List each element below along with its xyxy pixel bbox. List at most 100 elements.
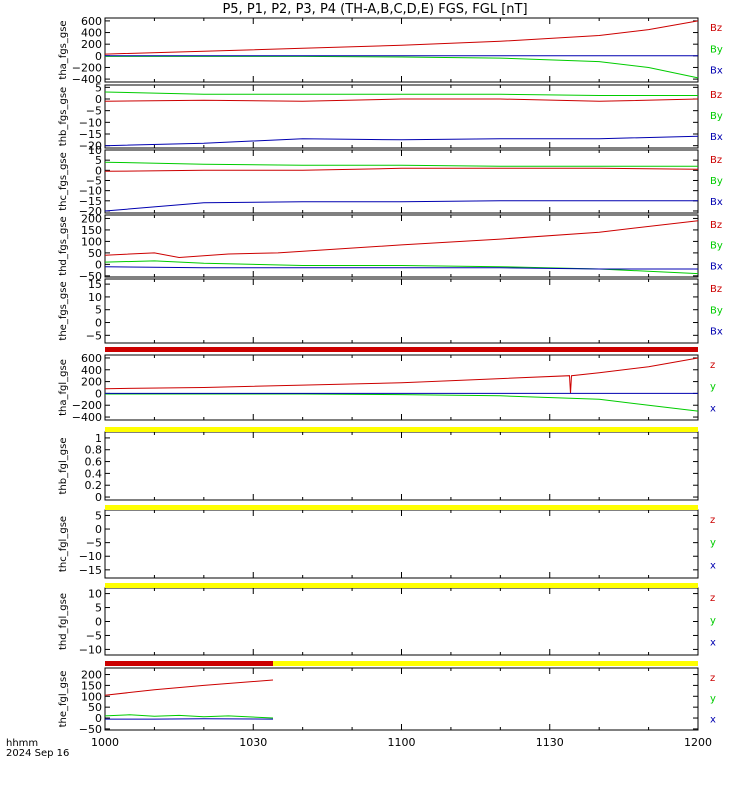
ylabel-7: thc_fgl_gse xyxy=(58,516,69,572)
ytick-label-4-3: 0 xyxy=(95,317,102,330)
panel-frame-0 xyxy=(104,17,699,83)
legend-9-1: y xyxy=(710,694,716,705)
ytick-label-9-2: 100 xyxy=(81,690,102,703)
panel-frame-7 xyxy=(104,509,699,579)
ytick-label-2-4: −10 xyxy=(79,185,102,198)
ytick-label-4-0: 15 xyxy=(88,278,102,291)
ytick-label-9-3: 50 xyxy=(88,701,102,714)
ytick-label-6-1: 0.8 xyxy=(85,444,103,457)
ytick-label-8-3: −5 xyxy=(86,629,102,642)
ytick-label-5-5: −400 xyxy=(72,411,102,424)
ytick-label-0-2: 200 xyxy=(81,38,102,51)
legend-2-1: By xyxy=(710,176,723,187)
series-2-red xyxy=(104,167,699,172)
ytick-label-1-2: −5 xyxy=(86,105,102,118)
legend-2-0: Bz xyxy=(710,155,722,166)
footer-date: hhmm 2024 Sep 16 xyxy=(6,739,69,759)
series-0-red xyxy=(104,20,699,55)
ytick-label-9-1: 150 xyxy=(81,679,102,692)
series-1-red xyxy=(104,98,699,102)
ylabel-3: thd_fgs_gse xyxy=(58,216,69,275)
ytick-label-6-4: 0.2 xyxy=(85,479,103,492)
legend-3-2: Bx xyxy=(710,261,723,272)
legend-9-2: x xyxy=(710,714,716,725)
ytick-label-2-5: −15 xyxy=(79,195,102,208)
series-9-green xyxy=(104,714,274,719)
ytick-label-6-0: 1 xyxy=(95,432,102,445)
xtick-label-0: 1000 xyxy=(91,736,119,749)
ylabel-1: thb_fgs_gse xyxy=(58,87,69,146)
ytick-label-4-2: 5 xyxy=(95,304,102,317)
ytick-label-6-3: 0.4 xyxy=(85,467,103,480)
panel-frame-8 xyxy=(104,587,699,656)
page-title: P5, P1, P2, P3, P4 (TH-A,B,C,D,E) FGS, F… xyxy=(222,2,528,17)
ylabel-8: thd_fgl_gse xyxy=(58,593,69,650)
ylabel-4: the_fgs_gse xyxy=(58,281,69,340)
status-bar-3 xyxy=(105,583,698,588)
legend-8-1: y xyxy=(710,615,716,626)
panel-frame-6 xyxy=(104,431,699,501)
series-3-blue xyxy=(104,266,698,270)
status-bar-1 xyxy=(105,427,698,432)
ytick-label-1-0: 5 xyxy=(95,81,102,94)
ytick-label-2-1: 5 xyxy=(95,154,102,167)
ytick-label-0-5: −400 xyxy=(72,73,102,86)
xtick-label-4: 1200 xyxy=(684,736,712,749)
legend-8-0: z xyxy=(710,593,715,604)
series-5-green xyxy=(105,393,699,412)
ytick-label-2-0: 10 xyxy=(88,144,102,157)
ytick-label-8-0: 10 xyxy=(88,588,102,601)
ytick-label-2-2: 0 xyxy=(95,164,102,177)
series-2-green xyxy=(104,161,698,167)
legend-1-2: Bx xyxy=(710,132,723,143)
ytick-label-7-2: −5 xyxy=(86,537,102,550)
ytick-label-5-2: 200 xyxy=(81,376,102,389)
ytick-label-6-2: 0.6 xyxy=(85,456,103,469)
ytick-label-3-3: 50 xyxy=(88,247,102,260)
footer-hhmm: hhmm xyxy=(6,738,39,749)
series-5-red xyxy=(104,357,699,394)
xtick-label-3: 1130 xyxy=(536,736,564,749)
ytick-label-5-0: 600 xyxy=(81,352,102,365)
ytick-label-5-4: −200 xyxy=(72,399,102,412)
ylabel-5: tha_fgl_gse xyxy=(58,359,69,416)
legend-3-1: By xyxy=(710,241,723,252)
ytick-label-5-1: 400 xyxy=(81,364,102,377)
ytick-label-7-0: 5 xyxy=(95,509,102,522)
xtick-label-1: 1030 xyxy=(239,736,267,749)
ytick-label-0-4: −200 xyxy=(72,61,102,74)
ytick-label-9-4: 0 xyxy=(95,712,102,725)
status-bar-0 xyxy=(105,347,698,352)
series-0-green xyxy=(105,55,699,79)
ytick-label-1-4: −15 xyxy=(79,128,102,141)
ytick-label-0-1: 400 xyxy=(81,27,102,40)
ytick-label-7-1: 0 xyxy=(95,523,102,536)
ytick-label-9-5: −50 xyxy=(79,723,102,736)
ytick-label-8-4: −10 xyxy=(79,643,102,656)
series-1-green xyxy=(104,91,698,96)
legend-4-0: Bz xyxy=(710,284,722,295)
legend-1-0: Bz xyxy=(710,90,722,101)
ytick-label-3-0: 200 xyxy=(81,212,102,225)
legend-5-1: y xyxy=(710,382,716,393)
legend-3-0: Bz xyxy=(710,220,722,231)
ytick-label-3-1: 150 xyxy=(81,224,102,237)
footer-date-text: 2024 Sep 16 xyxy=(6,748,70,759)
ytick-label-3-4: 0 xyxy=(95,258,102,271)
ytick-label-8-1: 5 xyxy=(95,602,102,615)
ytick-label-9-0: 200 xyxy=(81,669,102,682)
legend-7-2: x xyxy=(710,560,716,571)
ytick-label-7-3: −10 xyxy=(79,550,102,563)
ylabel-6: thb_fgl_gse xyxy=(58,438,69,495)
xtick-label-2: 1100 xyxy=(388,736,416,749)
legend-4-1: By xyxy=(710,305,723,316)
ytick-label-2-6: −20 xyxy=(79,205,102,218)
ylabel-0: tha_fgs_gse xyxy=(58,20,69,79)
ytick-label-0-0: 600 xyxy=(81,15,102,28)
series-1-blue xyxy=(104,135,699,147)
ytick-label-5-3: 0 xyxy=(95,387,102,400)
ytick-label-3-2: 100 xyxy=(81,235,102,248)
legend-9-0: z xyxy=(710,673,715,684)
legend-0-0: Bz xyxy=(710,23,722,34)
